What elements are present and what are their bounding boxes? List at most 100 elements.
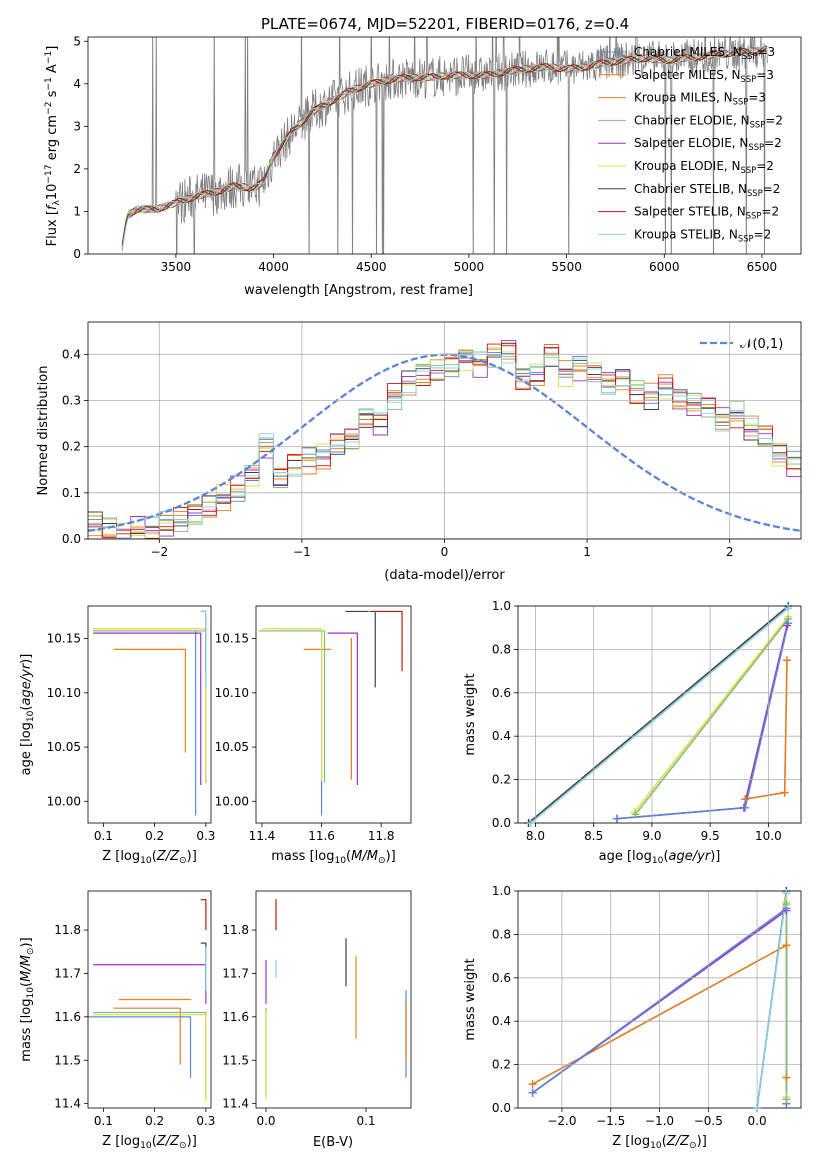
weight-line <box>530 607 789 823</box>
legend-label: Kroupa STELIB, NSSP=2 <box>634 227 771 243</box>
y-tick-label: 0.0 <box>62 532 81 546</box>
x-axis-label-ebv: E(B-V) <box>313 1135 353 1150</box>
x-axis-label: age [log10(age/yr)] <box>599 849 721 866</box>
y-tick-label: 4 <box>73 77 81 91</box>
x-tick-label: 11.4 <box>249 829 276 843</box>
x-tick-label: −1 <box>293 545 311 559</box>
legend-label: Chabrier ELODIE, NSSP=2 <box>634 113 783 129</box>
x-tick-label: 3500 <box>161 260 192 274</box>
x-axis-label: mass [log10(M/M⊙)] <box>271 849 395 866</box>
x-tick-label: 9.5 <box>701 829 720 843</box>
weight-marker <box>782 941 791 950</box>
model-line-kroupa-elodie <box>121 47 768 246</box>
x-tick-label: 11.8 <box>368 829 395 843</box>
y-tick-label: 10.00 <box>215 794 249 808</box>
axes-age-vs-mass: 11.4 11.6 11.8 10.00 10.05 10.10 10.15 mass [lo… <box>215 605 412 866</box>
x-tick-label: 9.0 <box>642 829 661 843</box>
y-tick-label: 10.05 <box>215 740 249 754</box>
y-tick-label: 2 <box>73 162 81 176</box>
axes-mass-vs-Z: 0.1 0.2 0.3 11.4 11.5 11.6 11.7 11.8 Z [log10(Z/… <box>19 890 215 1151</box>
x-tick-label: 10.0 <box>755 829 782 843</box>
x-axis-label: wavelength [Angstrom, rest frame] <box>244 283 473 298</box>
legend-label: Kroupa MILES, NSSP=3 <box>634 91 766 107</box>
histogram-salpeter-stelib <box>88 343 801 539</box>
weight-line <box>756 893 788 1108</box>
x-tick-label: 11.6 <box>308 829 335 843</box>
y-tick-label: 10.15 <box>47 632 81 646</box>
x-tick-label: 4000 <box>258 260 289 274</box>
figure-title: PLATE=0674, MJD=52201, FIBERID=0176, z=0… <box>261 15 629 33</box>
plot-area <box>88 899 207 1102</box>
axes-massweight-vs-age: 8.0 8.5 9.0 9.5 10.0 0.0 0.2 0.4 0.6 0.8 1.0 age [l… <box>463 599 802 866</box>
y-axis-label: age [log10(age/yr)] <box>19 654 36 776</box>
model-line-salpeter-stelib <box>121 46 767 247</box>
y-axis-label: mass [log10(M/M⊙)] <box>19 937 36 1061</box>
weight-marker <box>741 795 750 804</box>
y-axis-label: Normed distribution <box>36 366 51 496</box>
x-tick-label: 5000 <box>454 260 485 274</box>
axes-frame <box>87 890 212 1109</box>
x-axis-label: Z [log10(Z/Z⊙)] <box>102 1134 197 1151</box>
axes-frame <box>87 321 802 540</box>
weight-marker <box>782 1073 791 1082</box>
spectrum-data-line <box>121 37 768 254</box>
y-tick-label: 10.00 <box>47 794 81 808</box>
weight-marker <box>784 619 793 628</box>
y-tick-label: 0.8 <box>492 927 511 941</box>
x-axis-label: Z [log10(Z/Z⊙)] <box>612 1134 707 1151</box>
histogram-chabrier-elodie <box>88 350 801 539</box>
legend-label: Kroupa ELODIE, NSSP=2 <box>634 159 774 175</box>
x-tick-label: 1 <box>583 545 591 559</box>
x-tick-label: 2 <box>726 545 734 559</box>
weight-line <box>616 625 788 820</box>
x-tick-label: 0.1 <box>94 829 113 843</box>
y-tick-label: 10.10 <box>215 686 249 700</box>
y-tick-label: 3 <box>73 119 81 133</box>
x-tick-label: 0.1 <box>94 1114 113 1128</box>
y-tick-label: 5 <box>73 34 81 48</box>
y-tick-label: 1.0 <box>492 884 511 898</box>
y-tick-label: 11.5 <box>54 1053 81 1067</box>
x-tick-label: 0 <box>441 545 449 559</box>
y-tick-label: 0.2 <box>492 773 511 787</box>
weight-marker <box>782 889 791 898</box>
model-line-kroupa-stelib <box>121 46 768 250</box>
y-tick-label: 10.10 <box>47 686 81 700</box>
x-tick-label: 8.5 <box>584 829 603 843</box>
x-tick-label: 6000 <box>649 260 680 274</box>
plot-area <box>88 340 801 539</box>
x-tick-label: −1.5 <box>596 1114 625 1128</box>
plot-area <box>527 606 789 823</box>
x-tick-label: 0.2 <box>145 829 164 843</box>
x-tick-label: 0.0 <box>748 1114 767 1128</box>
x-tick-label: 5500 <box>551 260 582 274</box>
weight-marker <box>528 1080 537 1089</box>
x-tick-label: 0.2 <box>145 1114 164 1128</box>
axes-residuals: −2 −1 0 1 2 0.0 0.1 0.2 0.3 0.4 (data-model)/error… <box>36 321 802 583</box>
weight-marker <box>612 814 621 823</box>
axes-frame <box>87 605 212 824</box>
x-tick-label: 0.3 <box>196 829 215 843</box>
legend-label: Salpeter STELIB, NSSP=2 <box>634 205 779 221</box>
y-tick-label: 11.7 <box>54 966 81 980</box>
x-tick-label: 0.0 <box>256 1114 275 1128</box>
y-tick-label: 0.6 <box>492 971 511 985</box>
weight-marker <box>528 1088 537 1097</box>
axes-frame <box>517 890 802 1109</box>
x-tick-label: 4500 <box>356 260 387 274</box>
weight-marker <box>780 788 789 797</box>
weight-marker <box>782 1095 791 1104</box>
axes-massweight-vs-Z: −2.0 −1.5 −1.0 −0.5 0.0 0.0 0.2 0.4 0.6 0.8 1.0 Z [… <box>463 884 802 1151</box>
legend-label: Chabrier MILES, NSSP=3 <box>634 45 775 61</box>
y-tick-label: 11.8 <box>54 923 81 937</box>
legend: Chabrier MILES, NSSP=3 Salpeter MILES, NS… <box>598 45 783 243</box>
weight-marker <box>782 900 791 909</box>
plot-area <box>121 37 768 254</box>
y-tick-label: 0.3 <box>62 393 81 407</box>
x-axis-label: Z [log10(Z/Z⊙)] <box>102 849 197 866</box>
x-tick-label: 0.1 <box>356 1114 375 1128</box>
y-tick-label: 0.6 <box>492 686 511 700</box>
weight-marker <box>631 810 640 819</box>
x-axis-label: (data-model)/error <box>384 568 505 583</box>
